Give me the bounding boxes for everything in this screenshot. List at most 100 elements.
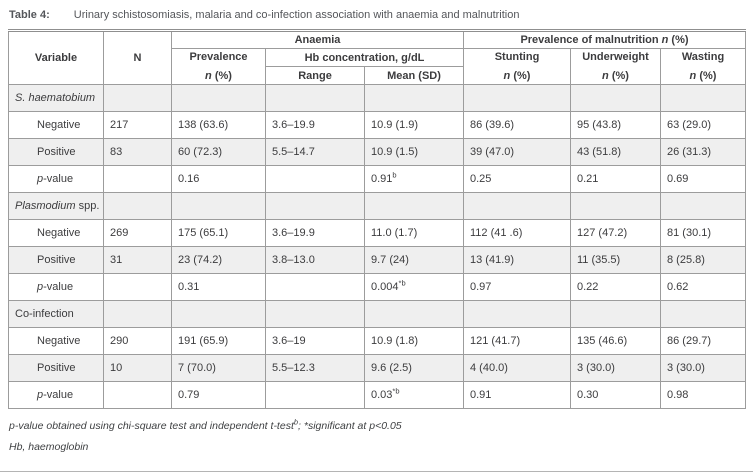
cell-prevalence: 175 (65.1) [171, 219, 266, 247]
cell-wasting: 0.62 [660, 273, 746, 301]
col-header-stunting: Stunting n (%) [463, 48, 571, 85]
cell-range: 5.5–12.3 [265, 354, 365, 382]
cell-prevalence: 191 (65.9) [171, 327, 266, 355]
table-row: Negative 269 175 (65.1) 3.6–19.9 11.0 (1.7) 1… [8, 219, 746, 247]
cell-stunting: 13 (41.9) [463, 246, 571, 274]
table-row: p-value 0.79 0.03*b 0.91 0.30 0.98 [8, 381, 746, 409]
cell-prevalence: 0.31 [171, 273, 266, 301]
cell-underweight: 135 (46.6) [570, 327, 661, 355]
section-row: S. haematobium [8, 84, 746, 112]
cell-stunting: 4 (40.0) [463, 354, 571, 382]
empty-cell [463, 192, 571, 220]
cell-range [265, 273, 365, 301]
bottom-divider [0, 471, 753, 472]
empty-cell [364, 300, 464, 328]
section-row: Co-infection [8, 300, 746, 328]
cell-mean-sd: 9.6 (2.5) [364, 354, 464, 382]
col-header-variable: Variable [8, 30, 104, 85]
empty-cell [570, 300, 661, 328]
table-title-label: Table 4: [9, 9, 50, 21]
col-header-malnutrition: Prevalence of malnutrition n (%) [463, 30, 746, 49]
col-header-range: Range [265, 66, 365, 85]
results-table-body: S. haematobium Negative 217 138 (63.6) 3.6–1… [8, 84, 746, 409]
cell-n: 269 [103, 219, 172, 247]
cell-range: 3.6–19 [265, 327, 365, 355]
table-title: Table 4: Urinary schistosomiasis, malari… [0, 0, 753, 21]
empty-cell [103, 192, 172, 220]
footnote-stats: p-value obtained using chi-square test a… [9, 417, 402, 432]
col-header-n: N [103, 30, 172, 85]
table-title-text: Urinary schistosomiasis, malaria and co-… [73, 9, 520, 21]
table-row: Positive 10 7 (70.0) 5.5–12.3 9.6 (2.5) 4 (40… [8, 354, 746, 382]
cell-range [265, 381, 365, 409]
cell-prevalence: 0.79 [171, 381, 266, 409]
cell-range: 5.5–14.7 [265, 138, 365, 166]
results-table: Variable N Anaemia Prevalence of malnutr… [8, 29, 746, 409]
cell-mean-sd: 0.03*b [364, 381, 464, 409]
cell-n: 31 [103, 246, 172, 274]
cell-prevalence: 7 (70.0) [171, 354, 266, 382]
cell-wasting: 8 (25.8) [660, 246, 746, 274]
cell-prevalence: 60 (72.3) [171, 138, 266, 166]
cell-wasting: 63 (29.0) [660, 111, 746, 139]
cell-wasting: 0.98 [660, 381, 746, 409]
col-header-underweight: Underweight n (%) [570, 48, 661, 85]
cell-range [265, 165, 365, 193]
empty-cell [364, 84, 464, 112]
empty-cell [660, 192, 746, 220]
cell-stunting: 0.91 [463, 381, 571, 409]
section-label: S. haematobium [8, 84, 104, 112]
col-header-anaemia: Anaemia [171, 30, 464, 49]
cell-stunting: 121 (41.7) [463, 327, 571, 355]
cell-underweight: 0.30 [570, 381, 661, 409]
empty-cell [265, 84, 365, 112]
cell-n: 10 [103, 354, 172, 382]
empty-cell [463, 84, 571, 112]
section-label: Co-infection [8, 300, 104, 328]
section-label: Plasmodium spp. [8, 192, 104, 220]
empty-cell [660, 300, 746, 328]
cell-mean-sd: 10.9 (1.5) [364, 138, 464, 166]
col-header-hb-concentration: Hb concentration, g/dL [265, 48, 464, 67]
cell-stunting: 0.97 [463, 273, 571, 301]
table-row: Positive 31 23 (74.2) 3.8–13.0 9.7 (24) 13 (4… [8, 246, 746, 274]
row-label: Negative [8, 327, 104, 355]
cell-wasting: 0.69 [660, 165, 746, 193]
row-label: Positive [8, 138, 104, 166]
cell-mean-sd: 9.7 (24) [364, 246, 464, 274]
row-label: Negative [8, 219, 104, 247]
cell-prevalence: 23 (74.2) [171, 246, 266, 274]
empty-cell [364, 192, 464, 220]
cell-mean-sd: 10.9 (1.9) [364, 111, 464, 139]
cell-wasting: 26 (31.3) [660, 138, 746, 166]
col-header-wasting: Wasting n (%) [660, 48, 746, 85]
cell-range: 3.6–19.9 [265, 219, 365, 247]
footnotes: p-value obtained using chi-square test a… [9, 417, 753, 453]
cell-mean-sd: 0.91b [364, 165, 464, 193]
empty-cell [171, 192, 266, 220]
empty-cell [570, 84, 661, 112]
row-label: Negative [8, 111, 104, 139]
row-label: p-value [8, 273, 104, 301]
table-row: Negative 290 191 (65.9) 3.6–19 10.9 (1.8) 121… [8, 327, 746, 355]
section-row: Plasmodium spp. [8, 192, 746, 220]
cell-prevalence: 0.16 [171, 165, 266, 193]
cell-underweight: 0.22 [570, 273, 661, 301]
empty-cell [570, 192, 661, 220]
table-row: Negative 217 138 (63.6) 3.6–19.9 10.9 (1.9) 8… [8, 111, 746, 139]
cell-stunting: 0.25 [463, 165, 571, 193]
row-label: p-value [8, 165, 104, 193]
cell-underweight: 95 (43.8) [570, 111, 661, 139]
table-row: Positive 83 60 (72.3) 5.5–14.7 10.9 (1.5) 39 … [8, 138, 746, 166]
cell-range: 3.6–19.9 [265, 111, 365, 139]
cell-mean-sd: 10.9 (1.8) [364, 327, 464, 355]
cell-range: 3.8–13.0 [265, 246, 365, 274]
cell-n: 83 [103, 138, 172, 166]
empty-cell [171, 300, 266, 328]
cell-stunting: 39 (47.0) [463, 138, 571, 166]
empty-cell [103, 84, 172, 112]
row-label: p-value [8, 381, 104, 409]
col-header-prevalence: Prevalence n (%) [171, 48, 266, 85]
empty-cell [265, 300, 365, 328]
row-label: Positive [8, 246, 104, 274]
